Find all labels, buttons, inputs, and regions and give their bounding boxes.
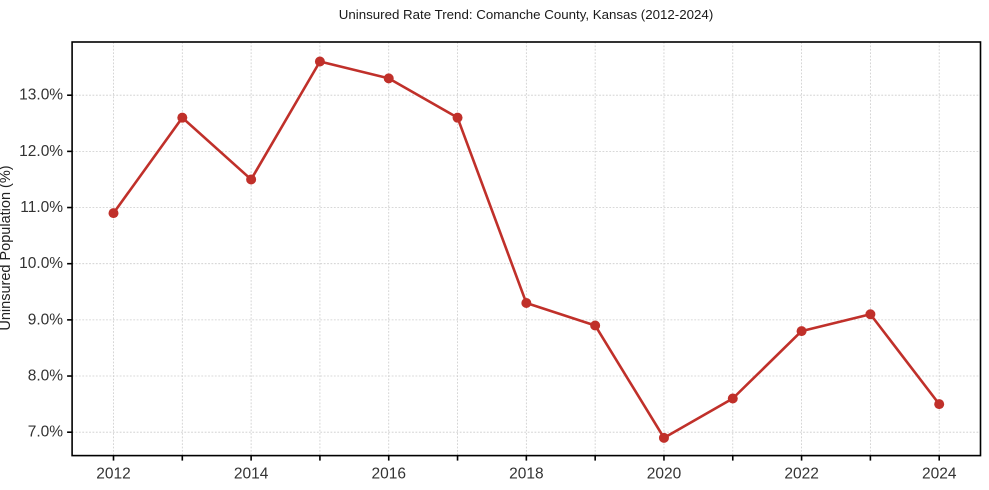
svg-text:2012: 2012 (96, 466, 130, 483)
svg-text:2016: 2016 (371, 466, 405, 483)
svg-text:8.0%: 8.0% (28, 368, 64, 385)
svg-text:2018: 2018 (509, 466, 543, 483)
svg-text:10.0%: 10.0% (19, 255, 63, 272)
svg-text:11.0%: 11.0% (20, 199, 63, 216)
svg-text:2024: 2024 (922, 466, 957, 483)
svg-text:7.0%: 7.0% (28, 424, 64, 441)
svg-text:2022: 2022 (784, 466, 818, 483)
svg-text:2014: 2014 (234, 466, 269, 483)
svg-text:13.0%: 13.0% (19, 87, 63, 104)
svg-text:2020: 2020 (647, 466, 682, 483)
svg-text:9.0%: 9.0% (28, 311, 64, 328)
svg-text:12.0%: 12.0% (19, 143, 63, 160)
